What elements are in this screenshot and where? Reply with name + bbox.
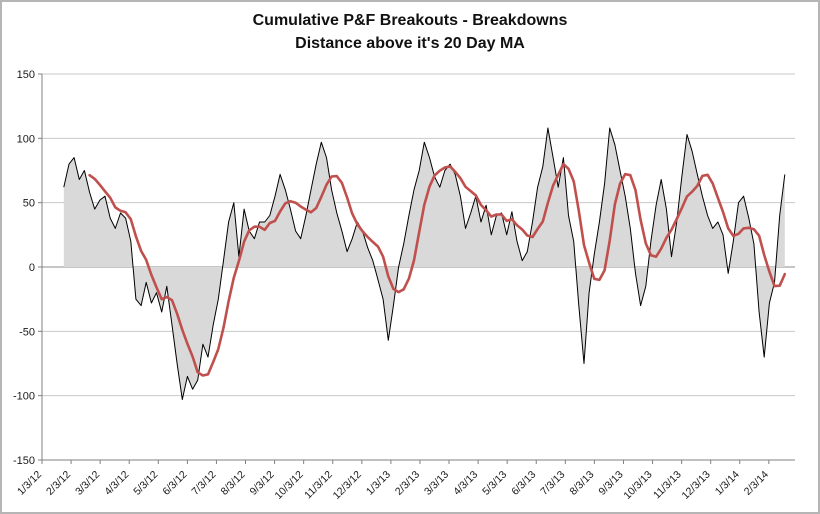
svg-text:2/3/14: 2/3/14 [742,469,771,498]
svg-text:1/3/14: 1/3/14 [713,469,742,498]
svg-text:0: 0 [29,262,35,274]
chart-title: Cumulative P&F Breakouts - Breakdowns [252,12,568,29]
svg-text:2/3/12: 2/3/12 [44,469,73,498]
svg-text:6/3/13: 6/3/13 [509,469,538,498]
series-area-outline [63,127,786,400]
svg-text:8/3/12: 8/3/12 [218,469,247,498]
svg-text:5/3/13: 5/3/13 [480,469,509,498]
svg-text:11/3/12: 11/3/12 [302,469,335,502]
svg-text:2/3/13: 2/3/13 [393,469,422,498]
svg-text:12/3/13: 12/3/13 [680,469,713,502]
svg-text:1/3/13: 1/3/13 [364,469,393,498]
svg-text:7/3/12: 7/3/12 [189,469,218,498]
svg-text:10/3/12: 10/3/12 [273,469,306,502]
svg-text:50: 50 [23,198,35,210]
x-axis-labels: 1/3/12 2/3/12 3/3/12 4/3/12 5/3/12 6/3/12 7/3/… [15,460,771,502]
svg-text:3/3/12: 3/3/12 [73,469,102,498]
svg-text:100: 100 [17,133,35,145]
series-area-fill [63,128,785,400]
svg-text:10/3/13: 10/3/13 [621,469,654,502]
svg-text:3/3/13: 3/3/13 [422,469,451,498]
svg-text:-150: -150 [13,455,35,467]
svg-text:4/3/13: 4/3/13 [451,469,480,498]
svg-text:-100: -100 [13,391,35,403]
svg-text:6/3/12: 6/3/12 [160,469,189,498]
svg-text:4/3/12: 4/3/12 [102,469,131,498]
svg-text:150: 150 [17,69,35,81]
y-axis-labels: -150 -100 -50 0 50 100 150 [13,69,42,467]
chart-subtitle: Distance above it's 20 Day MA [295,35,525,52]
svg-text:8/3/13: 8/3/13 [567,469,596,498]
svg-text:12/3/12: 12/3/12 [331,469,364,502]
svg-text:7/3/13: 7/3/13 [538,469,567,498]
svg-text:-50: -50 [19,326,35,338]
svg-text:5/3/12: 5/3/12 [131,469,160,498]
series-ma-line [88,162,787,377]
svg-text:1/3/12: 1/3/12 [15,469,44,498]
svg-text:11/3/13: 11/3/13 [651,469,684,502]
